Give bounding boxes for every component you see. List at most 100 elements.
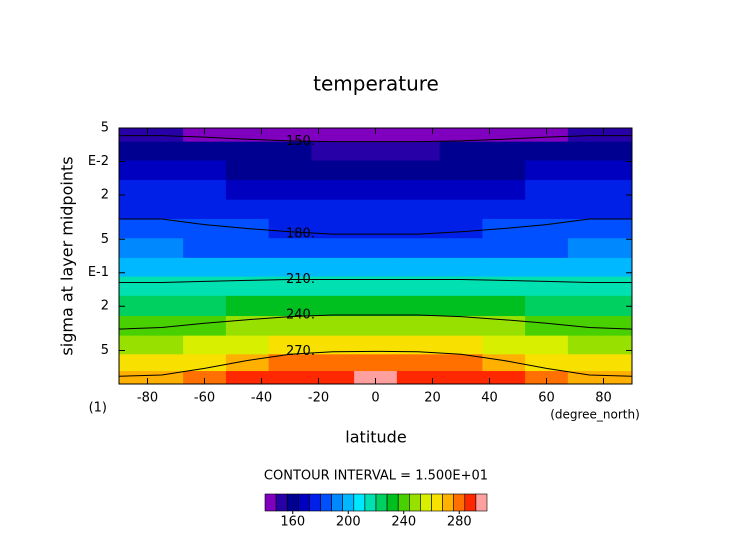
field-cell — [610, 371, 633, 385]
field-cell — [119, 371, 141, 385]
x-tick-label: 20 — [424, 391, 441, 406]
field-cell — [225, 141, 270, 162]
field-cell — [119, 316, 141, 337]
field-cell — [482, 257, 526, 278]
field-cell — [567, 276, 612, 297]
field-cell — [567, 180, 612, 201]
field-cell — [396, 371, 441, 385]
field-cell — [183, 141, 227, 162]
field-cell — [140, 238, 184, 259]
colorbar-box — [353, 493, 366, 512]
colorbar-box — [275, 493, 288, 512]
x-tick-label: -20 — [308, 391, 329, 406]
field-cell — [268, 257, 312, 278]
field-cell — [119, 199, 141, 220]
contour-label: 210. — [286, 272, 315, 287]
field-cell — [268, 276, 312, 297]
field-cell — [311, 180, 355, 201]
field-cell — [354, 257, 398, 278]
field-cell — [268, 141, 312, 162]
field-cell — [567, 371, 612, 385]
field-cell — [525, 160, 569, 181]
colorbar-tick-label: 240 — [391, 515, 416, 530]
field-cell — [311, 141, 355, 162]
field-cell — [311, 128, 355, 143]
field-cell — [268, 160, 312, 181]
field-cell — [268, 354, 312, 372]
colorbar-box — [420, 493, 432, 512]
field-cell — [183, 238, 227, 259]
field-cell — [439, 218, 483, 239]
field-cell — [268, 295, 312, 317]
field-cell — [525, 316, 569, 337]
contour-interval: CONTOUR INTERVAL = 1.500E+01 — [264, 469, 488, 484]
field-cell — [525, 335, 569, 355]
field-cell — [525, 141, 569, 162]
field-cell — [183, 295, 227, 317]
field-cell — [140, 128, 184, 143]
y-tick-label: 2 — [101, 299, 109, 314]
colorbar-box — [442, 493, 455, 512]
field-cell — [311, 354, 355, 372]
field-cell — [354, 218, 398, 239]
field-cell — [311, 160, 355, 181]
y-tick-label: 5 — [101, 343, 109, 358]
field-cell — [140, 180, 184, 201]
colorbar-box — [408, 493, 421, 512]
field-cell — [439, 371, 483, 385]
y-tick-label: 5 — [101, 232, 109, 247]
field-cell — [119, 128, 141, 143]
field-cell — [439, 335, 483, 355]
field-cell — [439, 141, 483, 162]
contour-line — [119, 218, 632, 235]
field-cell — [183, 316, 227, 337]
field-cell — [610, 160, 633, 181]
field-cell — [610, 354, 633, 372]
field-cell — [140, 141, 184, 162]
field-cell — [183, 257, 227, 278]
field-cell — [119, 160, 141, 181]
field-cell — [439, 238, 483, 259]
field-cell — [140, 295, 184, 317]
field-cell — [439, 316, 483, 337]
field-cell — [311, 335, 355, 355]
field-cell — [525, 199, 569, 220]
field-cell — [354, 371, 398, 385]
contour-label: 240. — [286, 307, 315, 322]
field-cell — [525, 238, 569, 259]
y-tick-label: E-2 — [88, 154, 109, 169]
field-cell — [119, 276, 141, 297]
colorbar-box — [386, 493, 399, 512]
field-cell — [396, 218, 441, 239]
field-cell — [140, 335, 184, 355]
field-cell — [610, 316, 633, 337]
field-cell — [268, 238, 312, 259]
colorbar-box — [331, 493, 344, 512]
field-cell — [439, 295, 483, 317]
field-cell — [567, 354, 612, 372]
contour-field — [119, 128, 633, 385]
contour-line — [119, 135, 632, 143]
field-cell — [311, 371, 355, 385]
field-cell — [396, 199, 441, 220]
field-cell — [119, 238, 141, 259]
y-tick-label: (1) — [89, 401, 107, 416]
field-cell — [525, 218, 569, 239]
field-cell — [183, 218, 227, 239]
field-cell — [396, 238, 441, 259]
field-cell — [311, 316, 355, 337]
field-cell — [119, 354, 141, 372]
field-cell — [354, 316, 398, 337]
field-cell — [439, 354, 483, 372]
contour-label: 180. — [286, 227, 315, 242]
x-tick-label: 60 — [538, 391, 555, 406]
field-cell — [225, 335, 270, 355]
field-cell — [525, 128, 569, 143]
field-cell — [268, 316, 312, 337]
x-axis-label: latitude — [345, 428, 406, 447]
colorbar-box — [342, 493, 355, 512]
field-cell — [482, 160, 526, 181]
field-cell — [354, 180, 398, 201]
contour-line — [118, 314, 633, 330]
field-cell — [482, 295, 526, 317]
